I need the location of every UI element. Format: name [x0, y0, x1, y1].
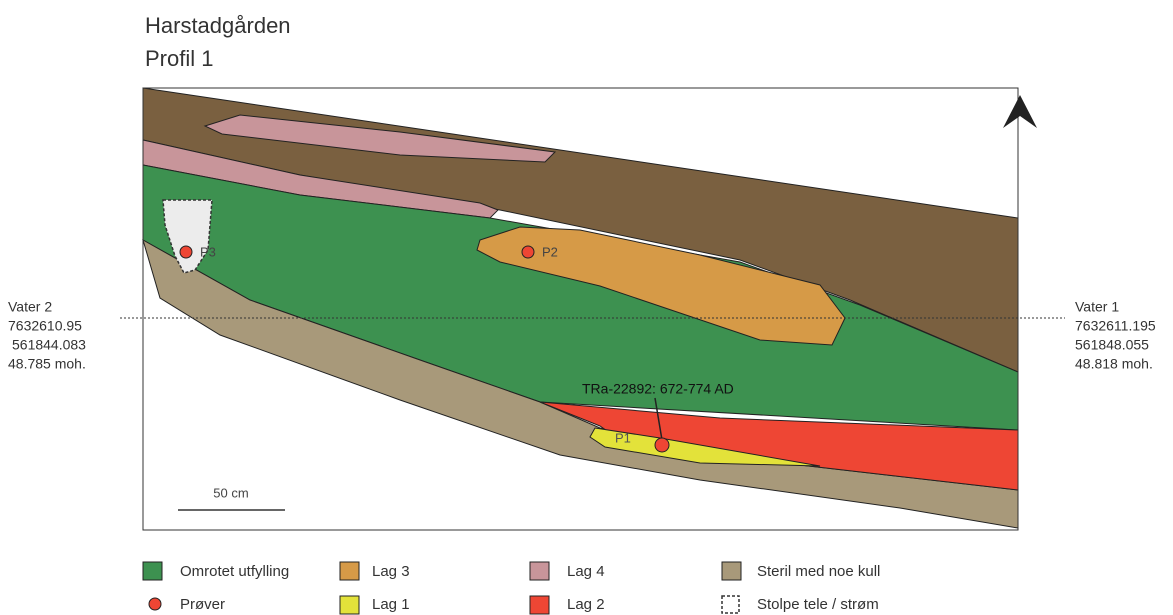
title: Harstadgården	[145, 13, 291, 38]
sample-dot	[179, 245, 193, 259]
sample-label: P1	[615, 430, 631, 445]
legend-swatch	[142, 561, 163, 581]
legend-label: Lag 1	[372, 596, 410, 613]
legend-label: Lag 4	[567, 563, 605, 580]
legend-label: Lag 2	[567, 596, 605, 613]
legend-label: Stolpe tele / strøm	[757, 596, 879, 613]
point-name: Vater 1	[1075, 299, 1119, 315]
scale-label: 50 cm	[213, 485, 248, 500]
right-coordinates: Vater 1 7632611.195 561848.055 48.818 mo…	[1075, 299, 1156, 372]
legend-label: Omrotet utfylling	[180, 563, 289, 580]
point-north: 7632611.195	[1075, 318, 1156, 334]
legend-label: Prøver	[180, 596, 225, 613]
point-east: 561844.083	[12, 337, 86, 353]
point-height: 48.818 moh.	[1075, 356, 1153, 372]
point-north: 7632610.95	[8, 318, 82, 334]
legend: Omrotet utfylling Lag 3 Lag 4 Steril med…	[142, 561, 880, 615]
layer-lag3	[476, 226, 846, 346]
legend-label: Steril med noe kull	[757, 563, 880, 580]
subtitle: Profil 1	[145, 46, 213, 71]
legend-swatch	[339, 561, 360, 581]
frame	[142, 87, 1019, 531]
point-name: Vater 2	[8, 299, 52, 315]
profile: P3 P2 P1 TRa-22892: 672-774 AD 50 cm	[120, 87, 1065, 531]
north-arrow	[1003, 95, 1037, 128]
post-hole	[162, 199, 213, 274]
legend-swatch	[148, 597, 162, 611]
legend-swatch	[529, 595, 550, 615]
layer-lag4-lens	[203, 114, 557, 163]
dating-label: TRa-22892: 672-774 AD	[582, 381, 734, 397]
left-coordinates: Vater 2 7632610.95 561844.083 48.785 moh…	[8, 299, 86, 372]
sample-dot	[654, 437, 670, 453]
legend-swatch	[529, 561, 550, 581]
dating-leader	[654, 397, 663, 441]
legend-swatch	[339, 595, 360, 615]
sample-label: P3	[200, 244, 216, 259]
sample-dot	[521, 245, 535, 259]
legend-label: Lag 3	[372, 563, 410, 580]
legend-swatch	[721, 561, 742, 581]
point-height: 48.785 moh.	[8, 356, 86, 372]
point-east: 561848.055	[1075, 337, 1149, 353]
sample-label: P2	[542, 244, 558, 259]
legend-swatch	[721, 595, 740, 614]
